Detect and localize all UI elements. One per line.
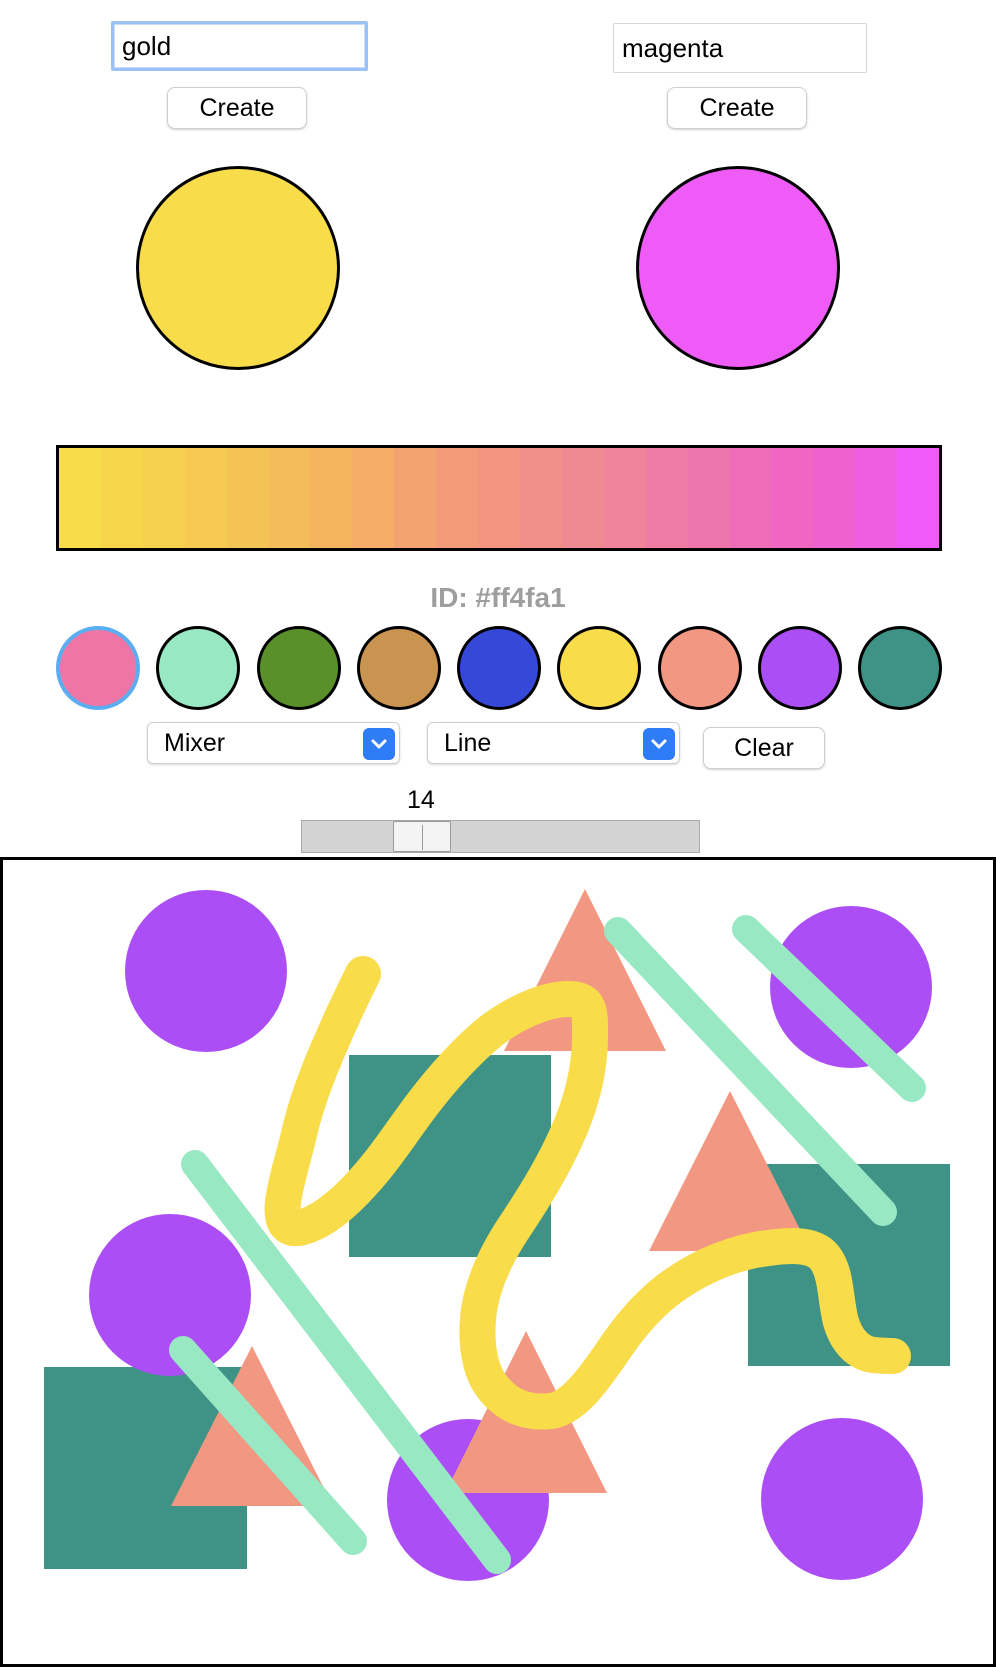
palette-swatch[interactable] bbox=[156, 626, 241, 710]
palette-swatch[interactable] bbox=[356, 626, 441, 710]
drawing-canvas[interactable] bbox=[0, 857, 996, 1667]
gradient-segment[interactable] bbox=[645, 448, 688, 548]
chevron-down-icon bbox=[643, 728, 675, 760]
create-color-b-button[interactable]: Create bbox=[667, 87, 807, 129]
color-b-input[interactable] bbox=[613, 23, 867, 73]
gradient-segment[interactable] bbox=[729, 448, 772, 548]
palette-swatch[interactable] bbox=[757, 626, 842, 710]
tool-mode-value: Mixer bbox=[164, 729, 226, 757]
canvas-circle bbox=[761, 1418, 923, 1580]
clear-button[interactable]: Clear bbox=[703, 727, 825, 769]
color-palette bbox=[56, 626, 942, 710]
color-a-swatch bbox=[136, 166, 340, 370]
color-a-input[interactable] bbox=[111, 21, 368, 71]
color-b-swatch bbox=[636, 166, 840, 370]
chevron-down-icon bbox=[363, 728, 395, 760]
gradient-segment[interactable] bbox=[352, 448, 395, 548]
brush-size-slider-thumb[interactable] bbox=[393, 821, 451, 852]
gradient-segment[interactable] bbox=[184, 448, 227, 548]
stroke-type-value: Line bbox=[444, 729, 492, 757]
gradient-segment[interactable] bbox=[771, 448, 814, 548]
canvas-triangle bbox=[649, 1091, 811, 1251]
canvas-shapes bbox=[44, 889, 950, 1581]
gradient-segment[interactable] bbox=[813, 448, 856, 548]
gradient-segment[interactable] bbox=[226, 448, 269, 548]
gradient-segment[interactable] bbox=[603, 448, 646, 548]
canvas-line bbox=[604, 917, 897, 1226]
palette-swatch[interactable] bbox=[858, 626, 942, 710]
palette-swatch[interactable] bbox=[657, 626, 742, 710]
gradient-bar[interactable] bbox=[56, 445, 942, 551]
canvas-freehand-stroke bbox=[264, 956, 911, 1430]
gradient-segment[interactable] bbox=[436, 448, 479, 548]
gradient-segment[interactable] bbox=[519, 448, 562, 548]
stroke-type-select[interactable]: Line bbox=[427, 722, 680, 764]
canvas-circle bbox=[89, 1214, 251, 1376]
canvas-line bbox=[181, 1150, 511, 1574]
gradient-segment[interactable] bbox=[394, 448, 437, 548]
gradient-segment[interactable] bbox=[478, 448, 520, 548]
palette-swatch[interactable] bbox=[56, 626, 140, 710]
brush-size-value: 14 bbox=[407, 786, 435, 814]
palette-swatch[interactable] bbox=[557, 626, 642, 710]
gradient-segment[interactable] bbox=[855, 448, 898, 548]
gradient-segment[interactable] bbox=[687, 448, 730, 548]
canvas-line bbox=[169, 1336, 367, 1555]
gradient-segment[interactable] bbox=[897, 448, 939, 548]
canvas-circle bbox=[125, 890, 287, 1052]
gradient-segment[interactable] bbox=[100, 448, 143, 548]
tool-mode-select[interactable]: Mixer bbox=[147, 722, 400, 764]
gradient-segment[interactable] bbox=[142, 448, 185, 548]
canvas-line bbox=[732, 915, 926, 1102]
gradient-segment[interactable] bbox=[561, 448, 604, 548]
selected-color-id: ID: #ff4fa1 bbox=[430, 582, 566, 613]
palette-swatch[interactable] bbox=[256, 626, 341, 710]
palette-swatch[interactable] bbox=[457, 626, 541, 710]
brush-size-slider[interactable] bbox=[301, 820, 700, 853]
gradient-segment[interactable] bbox=[310, 448, 353, 548]
canvas-circle bbox=[770, 906, 932, 1068]
gradient-segment[interactable] bbox=[59, 448, 101, 548]
gradient-segment[interactable] bbox=[268, 448, 311, 548]
create-color-a-button[interactable]: Create bbox=[167, 87, 307, 129]
